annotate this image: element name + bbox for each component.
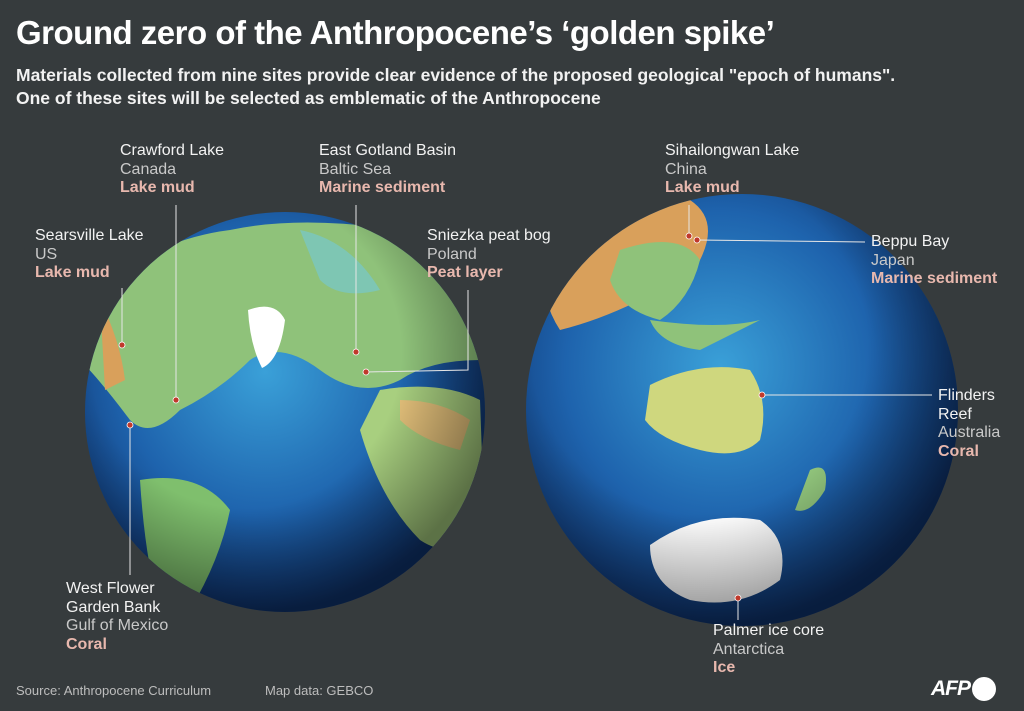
- site-material: Lake mud: [35, 264, 110, 281]
- site-region: Poland: [427, 245, 477, 263]
- site-name: Sihailongwan Lake: [665, 142, 800, 159]
- site-region: Canada: [120, 160, 177, 178]
- subtitle-line-2: One of these sites will be selected as e…: [16, 88, 601, 108]
- site-marker-west-flower[interactable]: [126, 421, 134, 429]
- site-material: Lake mud: [665, 179, 740, 196]
- site-name: East Gotland Basin: [319, 142, 456, 159]
- site-marker-crawford[interactable]: [172, 396, 180, 404]
- map-data-credit: Map data: GEBCO: [265, 683, 374, 698]
- site-region: Japan: [871, 251, 915, 269]
- subtitle-line-1: Materials collected from nine sites prov…: [16, 65, 896, 85]
- site-region: Gulf of Mexico: [66, 617, 169, 634]
- site-name: Beppu Bay: [871, 233, 950, 250]
- globe-pacific: [526, 194, 958, 626]
- site-material: Coral: [938, 442, 979, 460]
- afp-logo-circle-icon: [972, 677, 996, 701]
- label-east-gotland: East Gotland Basin Baltic Sea Marine sed…: [319, 142, 456, 198]
- site-name: West Flower: [66, 580, 155, 597]
- site-name: Flinders: [938, 387, 995, 404]
- site-name: Crawford Lake: [120, 142, 225, 159]
- site-material: Ice: [713, 659, 736, 676]
- label-flinders: Flinders Reef Australia Coral: [938, 387, 1000, 461]
- label-palmer: Palmer ice core Antarctica Ice: [713, 622, 824, 678]
- label-west-flower: West Flower Garden Bank Gulf of Mexico C…: [66, 580, 168, 654]
- source-credit: Source: Anthropocene Curriculum: [16, 683, 212, 698]
- site-region: China: [665, 160, 707, 178]
- site-region: US: [35, 245, 58, 263]
- leader-lines: [121, 205, 932, 620]
- label-beppu: Beppu Bay Japan Marine sediment: [871, 233, 997, 289]
- label-searsville: Searsville Lake US Lake mud: [35, 227, 144, 283]
- site-material: Coral: [66, 635, 107, 653]
- site-marker-flinders[interactable]: [758, 391, 766, 399]
- label-sihailongwan: Sihailongwan Lake China Lake mud: [665, 142, 799, 198]
- site-name: Searsville Lake: [35, 227, 144, 244]
- site-region: Australia: [938, 424, 1001, 441]
- site-marker-sihailongwan[interactable]: [685, 232, 693, 240]
- label-sniezka: Sniezka peat bog Poland Peat layer: [427, 227, 551, 283]
- subtitle: Materials collected from nine sites prov…: [16, 64, 895, 110]
- site-region: Antarctica: [713, 640, 785, 658]
- site-name-line-2: Reef: [938, 405, 972, 423]
- site-marker-searsville[interactable]: [118, 341, 126, 349]
- site-name-line-2: Garden Bank: [66, 598, 161, 616]
- afp-logo-text: AFP: [931, 677, 971, 700]
- afp-logo: AFP: [931, 677, 996, 701]
- globe-atlantic: [85, 212, 485, 612]
- site-material: Marine sediment: [871, 270, 998, 287]
- site-marker-palmer[interactable]: [734, 594, 742, 602]
- site-marker-sniezka[interactable]: [362, 368, 370, 376]
- site-name: Sniezka peat bog: [427, 227, 551, 244]
- site-region: Baltic Sea: [319, 160, 392, 178]
- site-name: Palmer ice core: [713, 622, 825, 639]
- site-material: Peat layer: [427, 264, 503, 281]
- title: Ground zero of the Anthropocene’s ‘golde…: [16, 14, 775, 51]
- label-crawford: Crawford Lake Canada Lake mud: [120, 142, 224, 198]
- site-material: Marine sediment: [319, 179, 446, 196]
- site-material: Lake mud: [120, 179, 195, 196]
- site-marker-east-gotland[interactable]: [352, 348, 360, 356]
- site-marker-beppu[interactable]: [693, 236, 701, 244]
